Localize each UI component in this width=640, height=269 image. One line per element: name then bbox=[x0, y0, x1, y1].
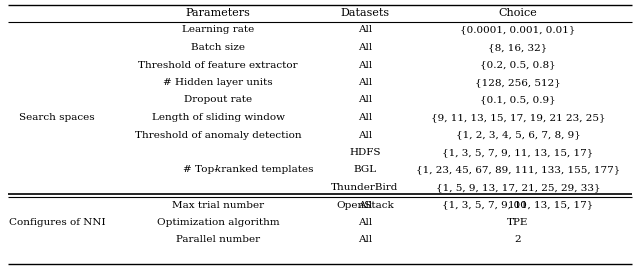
Text: {1, 5, 9, 13, 17, 21, 25, 29, 33}: {1, 5, 9, 13, 17, 21, 25, 29, 33} bbox=[436, 183, 600, 192]
Text: TPE: TPE bbox=[508, 218, 529, 227]
Text: BGL: BGL bbox=[353, 165, 376, 175]
Text: {9, 11, 13, 15, 17, 19, 21 23, 25}: {9, 11, 13, 15, 17, 19, 21 23, 25} bbox=[431, 113, 605, 122]
Text: Optimization algorithm: Optimization algorithm bbox=[157, 218, 279, 227]
Text: ranked templates: ranked templates bbox=[218, 165, 314, 175]
Text: All: All bbox=[358, 130, 372, 140]
Text: Choice: Choice bbox=[499, 8, 538, 18]
Text: All: All bbox=[358, 218, 372, 227]
Text: {0.1, 0.5, 0.9}: {0.1, 0.5, 0.9} bbox=[480, 95, 556, 104]
Text: Parallel number: Parallel number bbox=[176, 235, 260, 245]
Text: All: All bbox=[358, 43, 372, 52]
Text: Threshold of anomaly detection: Threshold of anomaly detection bbox=[134, 130, 301, 140]
Text: Configures of NNI: Configures of NNI bbox=[9, 218, 106, 227]
Text: Parameters: Parameters bbox=[186, 8, 250, 18]
Text: Batch size: Batch size bbox=[191, 43, 245, 52]
Text: 2: 2 bbox=[515, 235, 522, 245]
Text: All: All bbox=[358, 61, 372, 69]
Text: All: All bbox=[358, 26, 372, 34]
Text: Learning rate: Learning rate bbox=[182, 26, 254, 34]
Text: # Hidden layer units: # Hidden layer units bbox=[163, 78, 273, 87]
Text: All: All bbox=[358, 113, 372, 122]
Text: HDFS: HDFS bbox=[349, 148, 381, 157]
Text: 100: 100 bbox=[508, 200, 528, 210]
Text: k: k bbox=[215, 165, 221, 175]
Text: {0.2, 0.5, 0.8}: {0.2, 0.5, 0.8} bbox=[480, 61, 556, 69]
Text: {0.0001, 0.001, 0.01}: {0.0001, 0.001, 0.01} bbox=[460, 26, 576, 34]
Text: OpenStack: OpenStack bbox=[336, 200, 394, 210]
Text: Search spaces: Search spaces bbox=[19, 113, 95, 122]
Text: {1, 23, 45, 67, 89, 111, 133, 155, 177}: {1, 23, 45, 67, 89, 111, 133, 155, 177} bbox=[416, 165, 620, 175]
Text: All: All bbox=[358, 78, 372, 87]
Text: ThunderBird: ThunderBird bbox=[332, 183, 399, 192]
Text: Datasets: Datasets bbox=[340, 8, 390, 18]
Text: {128, 256, 512}: {128, 256, 512} bbox=[475, 78, 561, 87]
Text: All: All bbox=[358, 95, 372, 104]
Text: Length of sliding window: Length of sliding window bbox=[152, 113, 285, 122]
Text: # Top-: # Top- bbox=[183, 165, 218, 175]
Text: {1, 3, 5, 7, 9, 11, 13, 15, 17}: {1, 3, 5, 7, 9, 11, 13, 15, 17} bbox=[442, 200, 594, 210]
Text: {1, 3, 5, 7, 9, 11, 13, 15, 17}: {1, 3, 5, 7, 9, 11, 13, 15, 17} bbox=[442, 148, 594, 157]
Text: All: All bbox=[358, 235, 372, 245]
Text: Max trial number: Max trial number bbox=[172, 200, 264, 210]
Text: Threshold of feature extractor: Threshold of feature extractor bbox=[138, 61, 298, 69]
Text: {8, 16, 32}: {8, 16, 32} bbox=[488, 43, 548, 52]
Text: All: All bbox=[358, 200, 372, 210]
Text: {1, 2, 3, 4, 5, 6, 7, 8, 9}: {1, 2, 3, 4, 5, 6, 7, 8, 9} bbox=[456, 130, 580, 140]
Text: Dropout rate: Dropout rate bbox=[184, 95, 252, 104]
